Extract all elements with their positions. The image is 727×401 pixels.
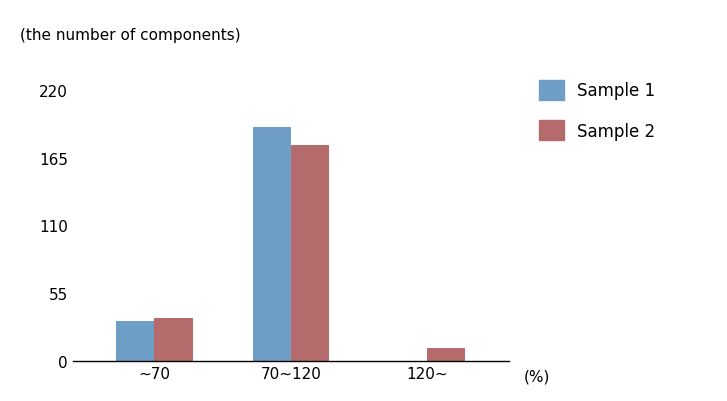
Bar	[116, 322, 155, 361]
Legend: Sample 1, Sample 2: Sample 1, Sample 2	[539, 81, 656, 141]
Bar	[253, 128, 291, 361]
Bar	[427, 348, 465, 361]
Text: (%): (%)	[523, 369, 550, 384]
Text: (the number of components): (the number of components)	[20, 28, 241, 43]
Bar	[155, 318, 193, 361]
Bar	[291, 146, 329, 361]
